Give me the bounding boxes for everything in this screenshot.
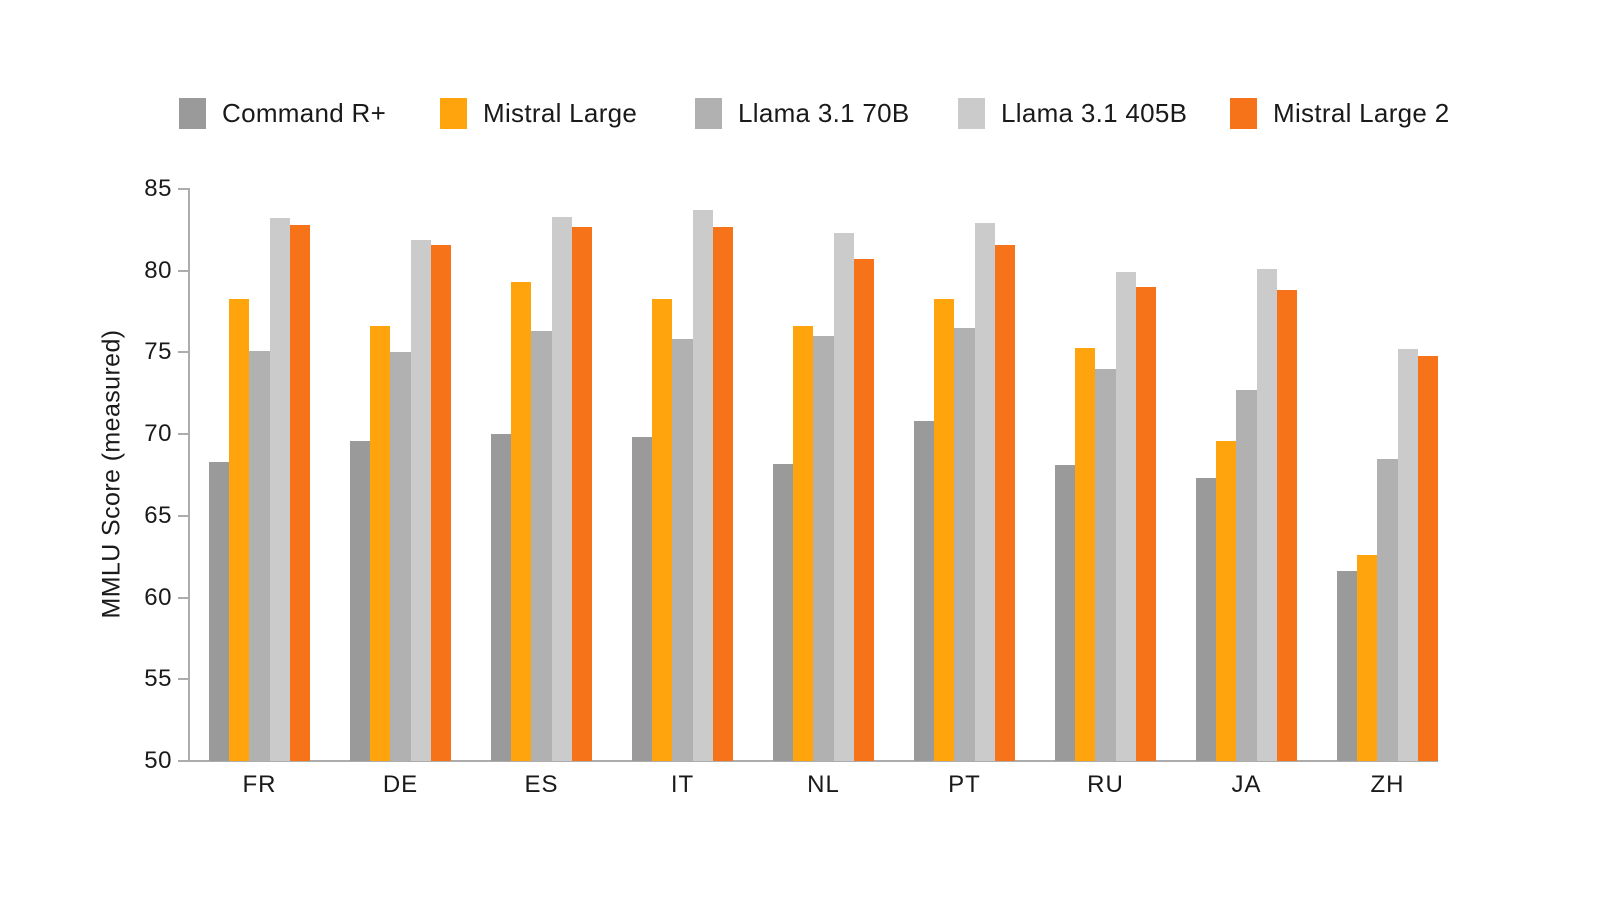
legend-label-command-r-plus: Command R+ [222,97,387,128]
bar-llama-3-1-70b-zh [1377,458,1398,761]
bar-command-r-it [632,437,653,761]
bar-mistral-large-2-zh [1417,355,1438,761]
x-tick-label-it: IT [670,771,695,798]
y-tick-80 [178,269,188,272]
bar-group-de [350,189,451,761]
bar-group-ru [1055,189,1156,761]
x-tick-label-nl: NL [807,771,840,798]
y-tick-65 [178,514,188,517]
y-axis-title: MMLU Score (measured) [97,329,126,619]
y-tick-label-70: 70 [144,420,172,448]
y-tick-label-60: 60 [144,583,172,611]
legend-label-mistral-large-2: Mistral Large 2 [1273,97,1450,128]
bar-llama-3-1-405b-ru [1115,272,1136,761]
bar-command-r-pt [914,421,935,761]
x-tick-label-ja: JA [1231,771,1262,798]
bar-group-it [632,189,733,761]
bar-llama-3-1-70b-ja [1236,390,1257,761]
bar-llama-3-1-405b-es [551,216,572,761]
bar-command-r-nl [773,463,794,761]
y-tick-70 [178,433,188,436]
bar-llama-3-1-405b-fr [269,218,290,761]
legend-swatch-command-r-plus [179,97,206,129]
y-tick-label-55: 55 [144,665,172,693]
legend-label-llama-31-70b: Llama 3.1 70B [738,97,910,128]
y-axis-line [188,188,190,762]
y-tick-label-85: 85 [144,175,172,202]
x-tick-label-fr: FR [242,771,277,798]
bar-llama-3-1-405b-zh [1397,349,1418,761]
bar-llama-3-1-405b-pt [974,223,995,761]
bar-group-pt [914,189,1015,761]
bar-llama-3-1-70b-fr [249,350,270,761]
x-axis-line [188,760,1438,762]
bar-mistral-large-2-de [430,244,451,761]
bar-mistral-large-2-es [571,226,592,761]
bar-group-fr [209,189,310,761]
y-tick-60 [178,596,188,599]
legend-swatch-llama-31-405b [958,97,985,129]
bar-mistral-large-nl [793,326,814,761]
bar-mistral-large-2-ja [1276,290,1297,761]
bar-mistral-large-de [370,326,391,761]
x-tick-label-es: ES [524,771,559,798]
bar-mistral-large-2-ru [1135,287,1156,761]
y-tick-50 [178,760,188,762]
bar-llama-3-1-70b-pt [954,327,975,761]
legend-item-llama-31-405b: Llama 3.1 405B [958,96,1187,130]
y-tick-75 [178,351,188,354]
x-tick-label-de: DE [382,771,419,798]
legend-label-mistral-large: Mistral Large [483,97,638,128]
bar-command-r-de [350,440,371,761]
bar-command-r-ru [1055,465,1076,761]
bar-mistral-large-it [652,298,673,761]
bar-llama-3-1-70b-de [390,352,411,761]
bar-llama-3-1-405b-ja [1256,269,1277,761]
bar-command-r-zh [1337,571,1358,761]
bar-mistral-large-2-nl [853,259,874,761]
bar-llama-3-1-70b-nl [813,336,834,761]
y-tick-55 [178,678,188,681]
legend-item-mistral-large: Mistral Large [440,96,637,130]
bar-command-r-fr [209,461,230,761]
bar-mistral-large-es [511,282,532,761]
bar-command-r-es [491,434,512,761]
bar-command-r-ja [1196,478,1217,761]
bar-mistral-large-pt [934,298,955,761]
bar-mistral-large-zh [1357,555,1378,761]
bar-group-es [491,189,592,761]
x-tick-label-pt: PT [948,771,981,798]
bar-mistral-large-2-pt [994,244,1015,761]
legend-item-llama-31-70b: Llama 3.1 70B [695,96,910,130]
bar-llama-3-1-405b-de [410,239,431,761]
legend-swatch-mistral-large-2 [1230,97,1257,129]
x-tick-label-zh: ZH [1370,771,1405,798]
bar-group-ja [1196,189,1297,761]
y-tick-label-50: 50 [144,747,172,774]
bar-llama-3-1-405b-it [692,210,713,761]
y-tick-label-65: 65 [144,501,172,529]
bar-mistral-large-ja [1216,440,1237,761]
bar-mistral-large-ru [1075,347,1096,761]
y-tick-85 [178,188,188,190]
bar-mistral-large-2-it [712,226,733,761]
bar-llama-3-1-70b-ru [1095,368,1116,761]
legend-label-llama-31-405b: Llama 3.1 405B [1001,97,1188,128]
bar-llama-3-1-70b-it [672,339,693,761]
legend-item-mistral-large-2: Mistral Large 2 [1230,96,1449,130]
bar-llama-3-1-405b-nl [833,233,854,761]
x-tick-label-ru: RU [1087,771,1124,798]
bar-llama-3-1-70b-es [531,331,552,761]
bar-mistral-large-fr [229,298,250,761]
bar-group-nl [773,189,874,761]
legend-item-command-r-plus: Command R+ [179,96,386,130]
bar-mistral-large-2-fr [289,224,310,761]
y-tick-label-80: 80 [144,256,172,284]
legend-swatch-mistral-large [440,97,467,129]
y-tick-label-75: 75 [144,338,172,366]
legend-swatch-llama-31-70b [695,97,722,129]
bar-group-zh [1337,189,1438,761]
